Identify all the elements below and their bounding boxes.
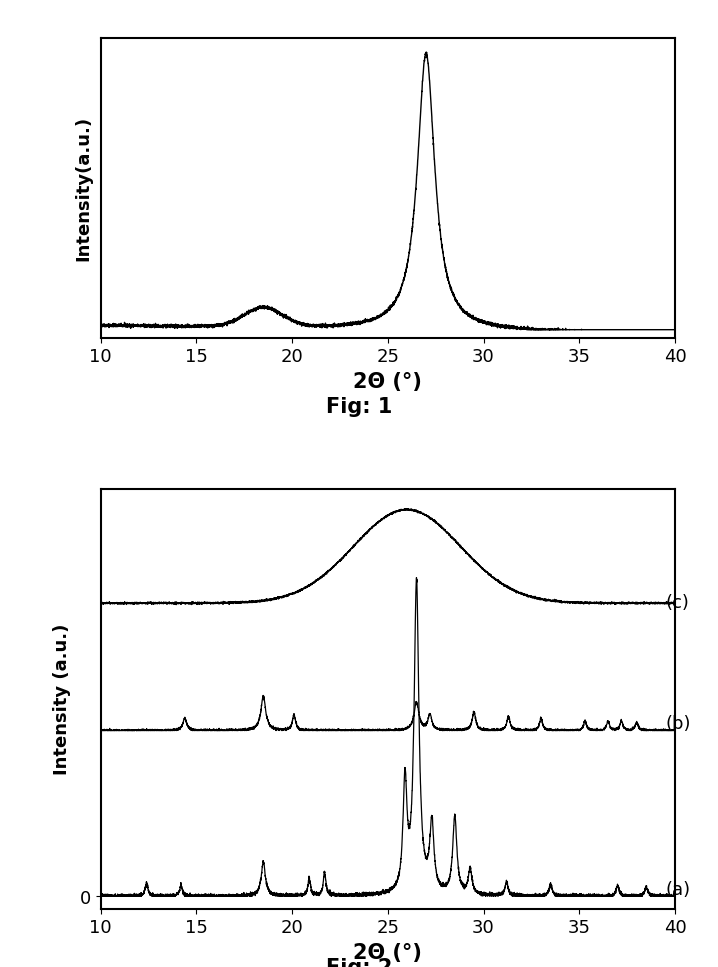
- Text: Fig: 2: Fig: 2: [326, 957, 392, 967]
- Text: (b): (b): [666, 715, 691, 733]
- Text: (a): (a): [666, 881, 691, 898]
- Y-axis label: Intensity (a.u.): Intensity (a.u.): [53, 624, 71, 775]
- X-axis label: 2Θ (°): 2Θ (°): [353, 942, 422, 962]
- Text: Fig: 1: Fig: 1: [326, 396, 392, 417]
- Y-axis label: Intensity(a.u.): Intensity(a.u.): [74, 116, 92, 261]
- Text: (c): (c): [666, 594, 689, 612]
- X-axis label: 2Θ (°): 2Θ (°): [353, 371, 422, 392]
